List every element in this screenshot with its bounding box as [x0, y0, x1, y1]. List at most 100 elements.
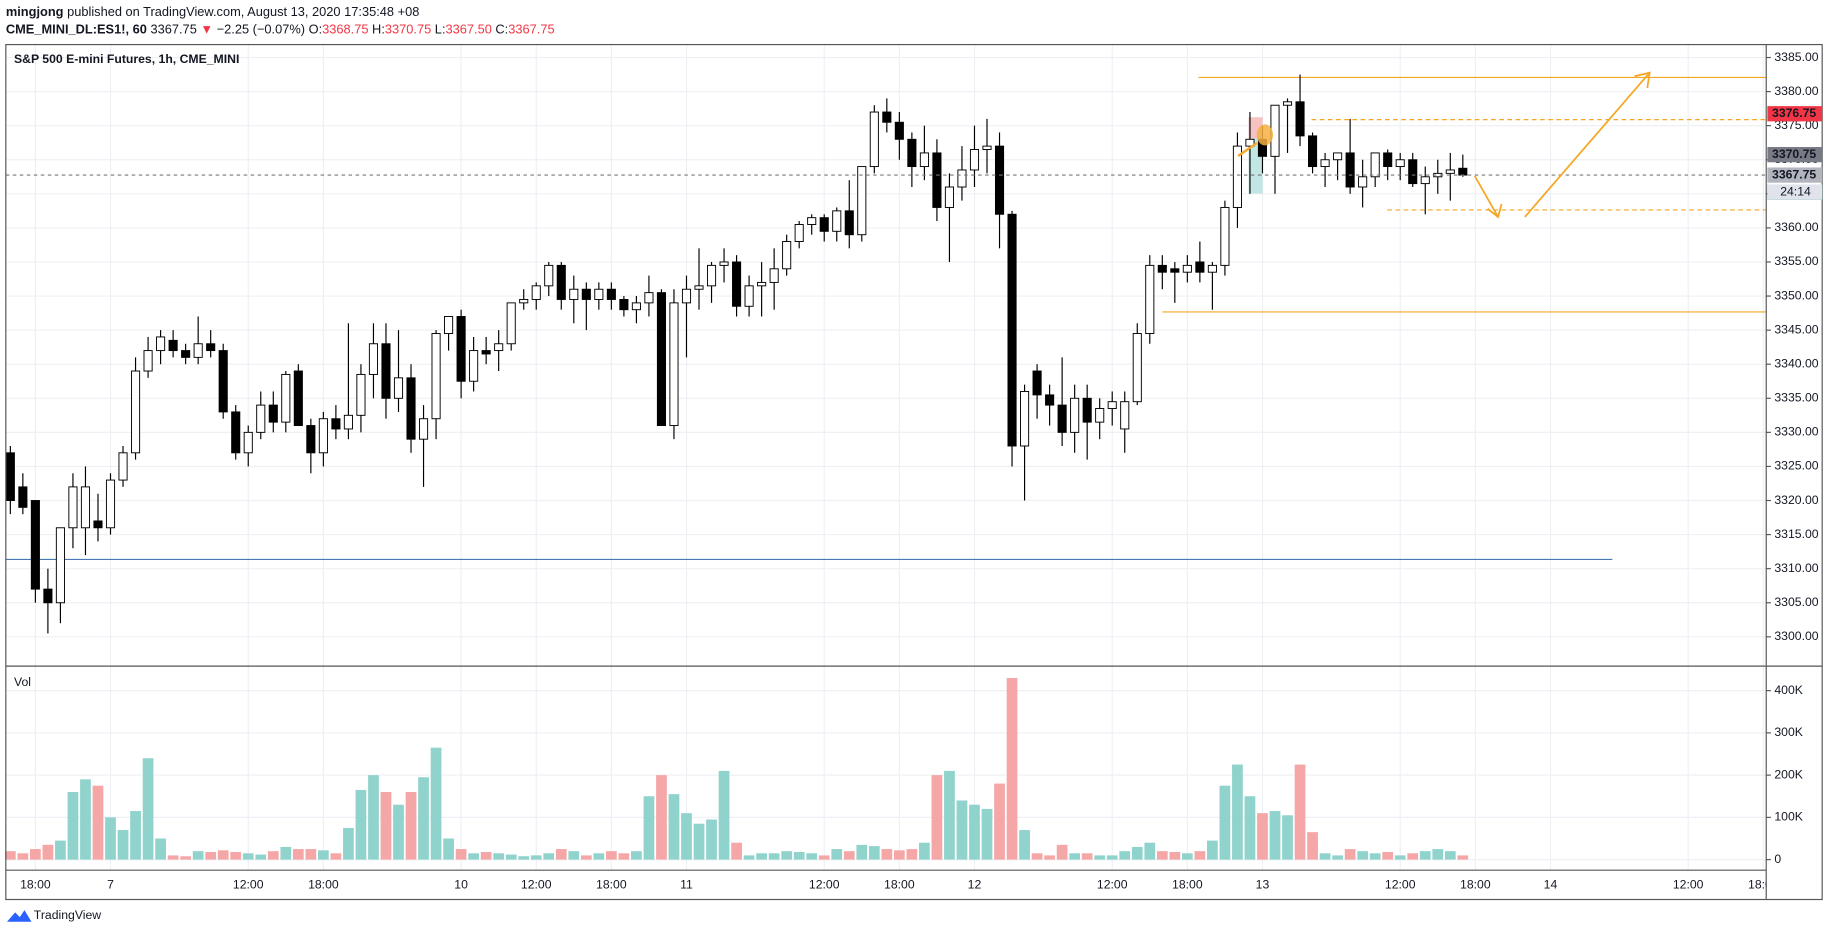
- candle-body: [644, 292, 654, 304]
- candle-body: [1232, 145, 1242, 208]
- volume-bar: [1257, 813, 1268, 860]
- open-label: O:: [309, 22, 323, 37]
- y-tick-label: 300K: [1774, 725, 1803, 739]
- volume-bar: [1194, 851, 1206, 860]
- volume-bar: [230, 852, 242, 860]
- x-tick-label: 12:00: [233, 878, 264, 892]
- volume-bar: [756, 853, 767, 860]
- candle-body: [1170, 268, 1180, 273]
- volume-bar: [330, 853, 342, 860]
- open: 3368.75: [322, 22, 368, 37]
- candle-body: [1245, 138, 1255, 147]
- candle-body: [519, 298, 529, 304]
- candle-body: [819, 217, 829, 232]
- x-tick-label: 13: [1256, 878, 1270, 892]
- candle-body: [1107, 401, 1117, 409]
- volume-bar: [1019, 830, 1030, 860]
- volume-bar: [518, 856, 530, 860]
- candle-body: [706, 264, 717, 287]
- volume-bar: [856, 844, 868, 860]
- y-tick-label: 3345.00: [1774, 322, 1818, 336]
- candle-body: [318, 418, 328, 454]
- candle-body: [156, 336, 166, 352]
- volume-bar: [1207, 840, 1218, 860]
- volume-bar: [267, 851, 279, 860]
- pane-border: [5, 43, 1823, 901]
- candle-body: [606, 288, 616, 300]
- high: 3370.75: [385, 22, 431, 37]
- volume-bar: [30, 849, 41, 860]
- volume-bar: [67, 792, 79, 860]
- volume-bar: [1156, 851, 1168, 860]
- volume-bar: [543, 853, 555, 860]
- volume-bar: [693, 823, 705, 860]
- volume-bar: [167, 855, 179, 860]
- volume-bar: [17, 853, 29, 860]
- candle-body: [393, 377, 404, 399]
- candle-body: [1383, 152, 1393, 168]
- volume-bar: [1181, 853, 1193, 860]
- x-tick-label: 12:00: [1385, 878, 1416, 892]
- volume-bar: [731, 842, 742, 860]
- candle-body: [894, 121, 904, 140]
- candle-body: [1295, 101, 1305, 137]
- candle-body: [994, 145, 1005, 215]
- volume-bar: [4, 851, 16, 860]
- volume-bar: [493, 853, 505, 860]
- volume-bar: [1394, 855, 1406, 860]
- volume-bar: [906, 849, 918, 860]
- volume-bar: [1144, 842, 1156, 860]
- candle-body: [1395, 159, 1405, 168]
- x-tick-label: 12:00: [809, 878, 840, 892]
- price-tag: [1767, 167, 1823, 183]
- volume-bar: [130, 811, 141, 860]
- y-tick-label: 3385.00: [1774, 50, 1818, 64]
- high-label: H:: [372, 22, 385, 37]
- volume-bar: [1432, 849, 1444, 860]
- candle-body: [832, 210, 842, 232]
- volume-bar: [443, 838, 454, 860]
- symbol: CME_MINI_DL:ES1!, 60: [6, 22, 147, 37]
- volume-bar: [1382, 852, 1394, 860]
- volume-bar: [568, 851, 580, 860]
- volume-bar: [806, 853, 818, 860]
- down-arrow: [1473, 175, 1499, 218]
- candle-body: [331, 418, 341, 430]
- candle-body: [1308, 135, 1318, 168]
- candle-body: [494, 343, 504, 352]
- volume-bar: [505, 854, 517, 860]
- candle-body: [807, 217, 817, 225]
- volume-bar: [1294, 764, 1306, 860]
- candle-body: [656, 292, 666, 427]
- volume-bar: [1332, 855, 1343, 860]
- volume-title: Vol: [14, 675, 31, 689]
- volume-bar: [305, 849, 317, 860]
- frame: [5, 43, 1823, 901]
- y-tick-label: 3315.00: [1774, 527, 1818, 541]
- candle-body: [1370, 152, 1380, 178]
- volume-bar: [217, 850, 229, 860]
- candle-body: [293, 370, 303, 427]
- candle-body: [857, 166, 867, 236]
- drawings: [5, 76, 1767, 560]
- volume-bar: [480, 852, 492, 860]
- candle-body: [105, 479, 116, 529]
- price-tag-label: 3376.75: [1772, 106, 1816, 120]
- y-tick-label: 200K: [1774, 767, 1803, 781]
- volume-bar: [555, 849, 567, 860]
- candle-body: [143, 350, 153, 372]
- volume-bar: [418, 777, 429, 860]
- candle-body: [231, 411, 241, 454]
- volume-bar: [1244, 796, 1256, 860]
- candle-body: [356, 373, 366, 416]
- y-tick-label: 400K: [1774, 683, 1803, 697]
- x-tick-label: 12:00: [521, 878, 552, 892]
- candle-body: [43, 588, 53, 604]
- author-name: mingjong: [6, 4, 64, 19]
- candle-body: [1182, 264, 1192, 273]
- candle-body: [919, 152, 929, 168]
- volume-bar: [117, 830, 129, 860]
- y-tick-label: 3305.00: [1774, 595, 1818, 609]
- volume-bar: [843, 851, 855, 860]
- y-tick-label: 3375.00: [1774, 118, 1818, 132]
